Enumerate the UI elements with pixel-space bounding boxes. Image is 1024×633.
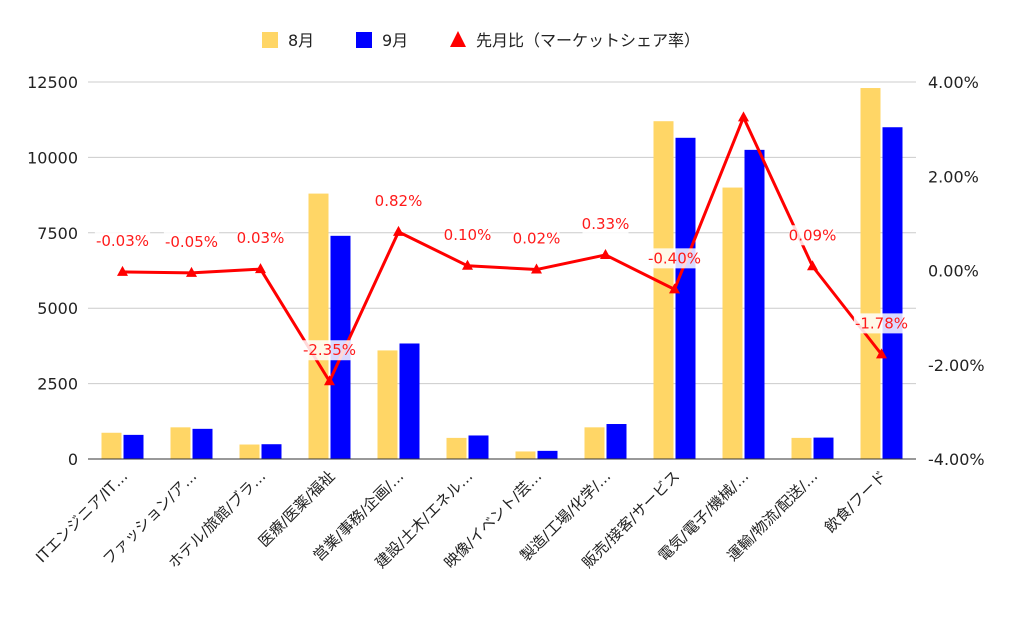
bar-aug: [446, 437, 467, 459]
ratio-point: [531, 263, 542, 274]
bar-sep: [813, 437, 834, 459]
ratio-point: [738, 111, 749, 122]
data-label: 0.82%: [375, 192, 423, 210]
bar-aug: [377, 350, 398, 459]
bar-aug: [101, 432, 122, 459]
left-tick-label: 10000: [27, 148, 78, 167]
left-tick-label: 12500: [27, 73, 78, 92]
bar-aug: [722, 187, 743, 459]
right-tick-label: -4.00%: [928, 450, 985, 469]
data-label-bg: [789, 225, 836, 246]
legend-label: 先月比（マーケットシェア率）: [476, 31, 700, 50]
data-label-bg: [853, 313, 910, 334]
right-axis-ticks: -4.00% -2.00% 0.00% 2.00% 4.00%: [928, 73, 985, 469]
ratio-point: [255, 263, 266, 274]
left-tick-label: 0: [68, 450, 78, 469]
data-label-bg: [163, 231, 220, 252]
category-labels: ITエンジニア/IT…ファッション/ア…ホテル/旅館/ブラ…医療/医薬/福祉営業…: [32, 467, 890, 572]
left-tick-label: 2500: [37, 375, 78, 394]
category-label: 飲食/フード: [821, 467, 890, 536]
ratio-point: [117, 265, 128, 276]
bars: [101, 88, 903, 460]
bar-sep: [537, 450, 558, 459]
data-label-bg: [444, 224, 491, 245]
left-axis-ticks: 0 2500 5000 7500 10000 12500: [27, 73, 78, 469]
data-label: -0.03%: [96, 232, 149, 250]
data-label: -1.78%: [855, 314, 908, 332]
bar-aug: [584, 427, 605, 459]
gridlines: [88, 81, 916, 385]
ratio-line: [122, 115, 883, 383]
data-label-bg: [582, 213, 629, 234]
bar-aug: [239, 444, 260, 459]
data-label: 0.02%: [513, 230, 561, 248]
ratio-point: [669, 283, 680, 294]
data-label-bg: [646, 248, 703, 269]
bar-aug: [860, 88, 881, 460]
data-label-bg: [301, 340, 358, 361]
left-tick-label: 7500: [37, 224, 78, 243]
bar-aug: [791, 437, 812, 459]
ratio-point: [462, 259, 473, 270]
legend-label: 8月: [288, 31, 314, 50]
bar-sep: [399, 343, 420, 459]
data-label-bg: [513, 228, 560, 249]
bar-sep: [261, 444, 282, 459]
ratio-line-layer: -0.03% -0.05% 0.03% -2.35% 0.82% 0.10% 0.02% 0.…: [94, 111, 910, 386]
data-label-bg: [94, 230, 151, 251]
ratio-point: [186, 266, 197, 277]
data-label: 0.33%: [582, 215, 630, 233]
bar-aug: [308, 193, 329, 460]
bar-sep: [882, 127, 903, 460]
right-tick-label: 0.00%: [928, 262, 979, 281]
ratio-point: [324, 375, 335, 386]
ratio-point: [600, 248, 611, 259]
bar-aug: [170, 427, 191, 459]
right-tick-label: 2.00%: [928, 167, 979, 186]
data-label: 0.09%: [789, 226, 837, 244]
bar-sep: [606, 424, 627, 459]
ratio-point: [393, 225, 404, 236]
data-label: -0.05%: [165, 233, 218, 251]
ratio-point: [876, 348, 887, 359]
bar-sep: [192, 428, 213, 459]
data-label: 0.03%: [237, 229, 285, 247]
bar-sep: [468, 435, 489, 459]
legend: 8月 9月 先月比（マーケットシェア率）: [262, 31, 700, 50]
legend-swatch: [356, 32, 372, 48]
bar-aug: [515, 451, 536, 459]
data-label-bg: [237, 228, 284, 249]
legend-swatch: [262, 32, 278, 48]
ratio-point: [807, 260, 818, 271]
bar-aug: [653, 121, 674, 459]
legend-label: 9月: [382, 31, 408, 50]
right-tick-label: -2.00%: [928, 356, 985, 375]
left-tick-label: 5000: [37, 299, 78, 318]
bar-sep: [123, 434, 144, 459]
bar-sep: [675, 137, 696, 459]
data-label: -0.40%: [648, 249, 701, 267]
data-label: -2.35%: [303, 341, 356, 359]
data-label: 0.10%: [444, 226, 492, 244]
right-tick-label: 4.00%: [928, 73, 979, 92]
bar-sep: [744, 149, 765, 460]
legend-swatch: [450, 31, 466, 47]
data-label-bg: [375, 190, 422, 211]
